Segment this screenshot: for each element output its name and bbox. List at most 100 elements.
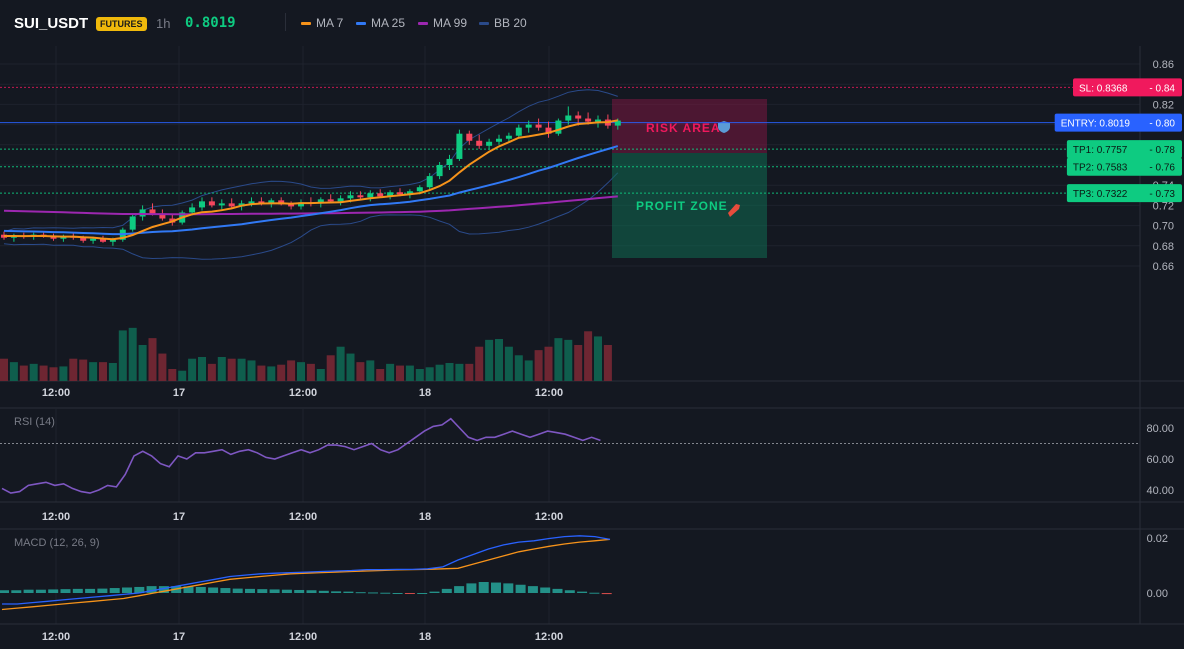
- macd-pane: 0.02 0.00: [0, 533, 1168, 611]
- volume-bar: [297, 362, 305, 381]
- volume-bar: [257, 365, 266, 381]
- volume-bar: [198, 357, 206, 381]
- level-lines: [0, 86, 1140, 194]
- macd-histogram-bar: [269, 589, 280, 593]
- macd-histogram-bar: [109, 588, 120, 593]
- legend-ma25-label: MA 25: [371, 16, 406, 30]
- macd-histogram-bar: [318, 590, 329, 593]
- tag-tp3-label: TP3: 0.7322: [1073, 189, 1128, 200]
- candle-body: [317, 199, 324, 204]
- last-price: 0.8019: [185, 15, 236, 31]
- price-tick: 0.86: [1153, 59, 1174, 71]
- volume-bar: [267, 366, 276, 381]
- time-tick: 12:00: [535, 387, 563, 399]
- tag-tp2-label: TP2: 0.7583: [1073, 163, 1128, 174]
- price-tick: 0.72: [1153, 200, 1174, 212]
- time-tick: 12:00: [535, 631, 563, 643]
- candle-body: [397, 192, 403, 195]
- macd-histogram-bar: [0, 590, 9, 593]
- macd-histogram-bar: [404, 593, 415, 594]
- legend-bb20[interactable]: BB 20: [479, 16, 527, 30]
- price-tick: 0.66: [1153, 261, 1174, 273]
- timeframe-label[interactable]: 1h: [156, 16, 171, 31]
- candle-body: [496, 138, 502, 142]
- volume-bar: [346, 353, 355, 381]
- rocket-icon: [728, 204, 740, 217]
- time-tick: 12:00: [535, 511, 563, 523]
- candle-body: [327, 199, 334, 202]
- tag-entry-bg: [1054, 113, 1182, 132]
- bb-upper: [3, 89, 618, 233]
- legend-ma25[interactable]: MA 25: [356, 16, 405, 30]
- candle-body: [595, 119, 601, 122]
- candle-body: [258, 201, 265, 204]
- volume-bar: [69, 358, 78, 381]
- symbol-name[interactable]: SUI_USDT: [14, 15, 89, 32]
- volume-bar: [237, 358, 246, 381]
- ma7-swatch: [301, 21, 311, 25]
- macd-histogram-bar: [220, 588, 231, 593]
- candle-body: [535, 124, 542, 128]
- volume-bar: [514, 355, 523, 381]
- volume-bar: [574, 345, 583, 381]
- volume-bar: [415, 369, 424, 381]
- macd-histogram-bar: [281, 589, 292, 593]
- tag-entry-tick: - 0.80: [1149, 119, 1175, 130]
- volume-bar: [287, 360, 296, 381]
- candle-body: [565, 115, 572, 121]
- tag-entry: ENTRY: 0.8019 - 0.80: [1054, 113, 1182, 132]
- candle-body: [545, 127, 552, 134]
- volume-bar: [465, 363, 474, 381]
- volume-bar: [386, 363, 395, 381]
- bb-lower: [3, 172, 619, 260]
- volume-bar: [108, 363, 117, 381]
- rsi-title: RSI (14): [14, 416, 55, 428]
- volume-bar: [247, 360, 256, 381]
- macd-histogram-bar: [343, 591, 354, 593]
- risk-zone: [612, 99, 767, 153]
- rsi-pane: 80.00 60.00 40.00: [0, 417, 1174, 497]
- ma7-line: [4, 119, 618, 241]
- macd-tick: 0.02: [1147, 533, 1168, 545]
- volume-bar: [118, 330, 127, 381]
- volume-bar: [99, 362, 107, 381]
- candle-body: [387, 192, 394, 197]
- candle-body: [555, 120, 562, 134]
- time-axis[interactable]: 12:00 17 12:00 18 12:00 12:00 17 12:00 18 12:00 12…: [42, 387, 563, 643]
- time-tick: 17: [173, 511, 185, 523]
- candle-body: [189, 207, 196, 213]
- volume-bar: [544, 346, 553, 381]
- candle-body: [377, 193, 384, 197]
- macd-histogram-bar: [577, 591, 588, 593]
- legend-ma7[interactable]: MA 7: [301, 16, 343, 30]
- candle-body: [298, 202, 304, 207]
- macd-histogram-bar: [589, 592, 600, 594]
- tag-tp2: TP2: 0.7583 - 0.76: [1066, 157, 1182, 176]
- volume-bar: [168, 369, 177, 381]
- macd-histogram-bar: [306, 590, 317, 593]
- candle-body: [367, 193, 374, 198]
- volume-bar: [306, 363, 315, 381]
- volume-bar: [19, 365, 28, 381]
- tag-entry-label: ENTRY: 0.8019: [1061, 119, 1131, 130]
- tag-tp2-bg: [1066, 157, 1182, 176]
- time-tick: 12:00: [42, 631, 70, 643]
- macd-histogram-bar: [257, 589, 268, 593]
- time-tick: 12:00: [289, 511, 317, 523]
- volume-bar: [336, 346, 345, 381]
- volume-bar: [534, 350, 543, 381]
- macd-histogram-bar: [23, 589, 34, 593]
- volume-bar: [564, 339, 573, 381]
- candles: [1, 106, 621, 246]
- candle-body: [486, 141, 493, 146]
- macd-histogram-bar: [72, 588, 83, 593]
- macd-histogram-bar: [294, 589, 305, 593]
- rsi-tick: 40.00: [1146, 485, 1174, 497]
- legend-bb20-label: BB 20: [494, 16, 527, 30]
- volume-bar: [376, 369, 385, 381]
- volume-bar: [445, 363, 454, 381]
- bollinger-bands: [3, 89, 619, 260]
- legend-ma99[interactable]: MA 99: [418, 16, 467, 30]
- moving-averages: [3, 119, 619, 241]
